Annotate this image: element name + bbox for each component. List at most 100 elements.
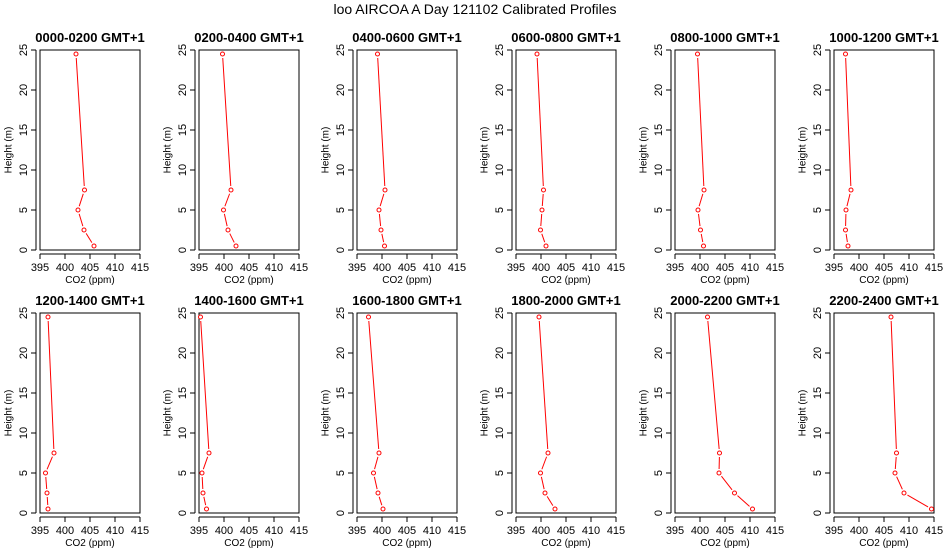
x-tick-label: 415: [290, 262, 308, 274]
data-point: [732, 490, 737, 496]
data-point: [380, 506, 386, 512]
y-tick-label: 25: [812, 307, 824, 319]
data-point: [376, 207, 382, 213]
data-point: [843, 227, 848, 233]
panel: 395 400 405 410 415 CO2 (ppm) 0 5 10 15 20 25 Height…: [163, 30, 309, 286]
y-tick-label: 25: [653, 307, 665, 319]
y-tick-label: 10: [812, 427, 824, 439]
x-tick-label: 405: [875, 525, 893, 537]
plot-frame: [833, 49, 935, 251]
y-tick-label: 25: [494, 44, 506, 56]
data-point: [701, 243, 706, 249]
y-tick-label: 5: [335, 470, 347, 476]
y-tick-label: 15: [335, 387, 347, 399]
data-point: [843, 207, 849, 213]
x-tick-label: 415: [131, 525, 149, 537]
y-tick-label: 20: [812, 347, 824, 359]
data-point: [45, 314, 51, 320]
x-tick-label: 395: [825, 525, 843, 537]
data-point: [539, 207, 545, 213]
panel-title: 1400-1600 GMT+1: [194, 293, 303, 308]
series-segment: [700, 233, 704, 243]
y-tick-label: 15: [177, 387, 189, 399]
x-tick-label: 415: [448, 525, 466, 537]
data-point: [717, 450, 722, 456]
x-tick-label: 395: [190, 262, 208, 274]
panel-title: 0400-0600 GMT+1: [352, 30, 461, 45]
x-tick-label: 405: [557, 262, 575, 274]
y-tick-label: 5: [335, 207, 347, 213]
y-tick-label: 25: [18, 44, 30, 56]
y-tick-label: 0: [494, 247, 506, 253]
x-axis-label: CO2 (ppm): [859, 275, 908, 286]
x-tick-label: 415: [766, 262, 784, 274]
x-tick-label: 410: [265, 525, 283, 537]
x-tick-label: 400: [850, 262, 868, 274]
y-axis-label: Height (m): [798, 127, 809, 174]
panel: 395 400 405 410 415 CO2 (ppm) 0 5 10 15 20 25 Height…: [4, 293, 150, 549]
y-tick-label: 25: [335, 44, 347, 56]
series-segment: [894, 456, 897, 470]
plot-frame: [674, 312, 776, 514]
series-segment: [202, 456, 209, 470]
y-tick-label: 20: [177, 84, 189, 96]
y-tick-label: 10: [653, 427, 665, 439]
data-point: [43, 470, 48, 476]
series-segment: [541, 193, 544, 207]
data-point: [382, 187, 388, 193]
data-point: [45, 506, 51, 512]
data-point: [888, 314, 894, 320]
data-point: [538, 470, 543, 476]
x-tick-label: 415: [925, 262, 943, 274]
data-point: [366, 314, 371, 320]
y-tick-label: 25: [177, 307, 189, 319]
x-tick-label: 410: [106, 525, 124, 537]
plot-frame: [356, 49, 458, 251]
series-segment: [379, 193, 385, 207]
x-tick-label: 395: [825, 262, 843, 274]
y-tick-label: 20: [812, 84, 824, 96]
y-axis-label: Height (m): [480, 127, 491, 174]
y-tick-label: 5: [177, 470, 189, 476]
y-tick-label: 20: [18, 347, 30, 359]
y-tick-label: 5: [177, 207, 189, 213]
x-tick-label: 395: [31, 262, 49, 274]
y-tick-label: 10: [18, 164, 30, 176]
series-segment: [540, 213, 543, 227]
panel-title: 0600-0800 GMT+1: [511, 30, 620, 45]
y-tick-label: 5: [18, 207, 30, 213]
data-point: [901, 490, 907, 496]
y-axis-label: Height (m): [321, 390, 332, 437]
x-tick-label: 410: [741, 525, 759, 537]
panel-title: 1200-1400 GMT+1: [35, 293, 144, 308]
series-segment: [698, 213, 701, 227]
data-point: [233, 243, 239, 249]
series-segment: [75, 57, 85, 187]
y-tick-label: 15: [494, 387, 506, 399]
y-tick-label: 0: [335, 510, 347, 516]
x-tick-label: 410: [900, 525, 918, 537]
data-point: [75, 207, 81, 213]
y-tick-label: 20: [177, 347, 189, 359]
panel-title: 2000-2200 GMT+1: [670, 293, 779, 308]
data-point: [750, 506, 755, 512]
plot-frame: [515, 312, 617, 514]
panel-title: 0000-0200 GMT+1: [35, 30, 144, 45]
x-tick-label: 395: [507, 525, 525, 537]
y-tick-label: 0: [177, 510, 189, 516]
data-point: [695, 207, 701, 213]
x-tick-label: 415: [131, 262, 149, 274]
y-tick-label: 10: [335, 427, 347, 439]
x-tick-label: 395: [190, 525, 208, 537]
data-point: [376, 450, 382, 456]
data-point: [542, 490, 548, 496]
y-tick-label: 0: [812, 247, 824, 253]
y-tick-label: 15: [812, 387, 824, 399]
series-segment: [845, 57, 852, 187]
y-tick-label: 20: [494, 347, 506, 359]
panel-title: 1800-2000 GMT+1: [511, 293, 620, 308]
panel-title: 1600-1800 GMT+1: [352, 293, 461, 308]
series-segment: [541, 456, 548, 470]
y-tick-label: 10: [653, 164, 665, 176]
